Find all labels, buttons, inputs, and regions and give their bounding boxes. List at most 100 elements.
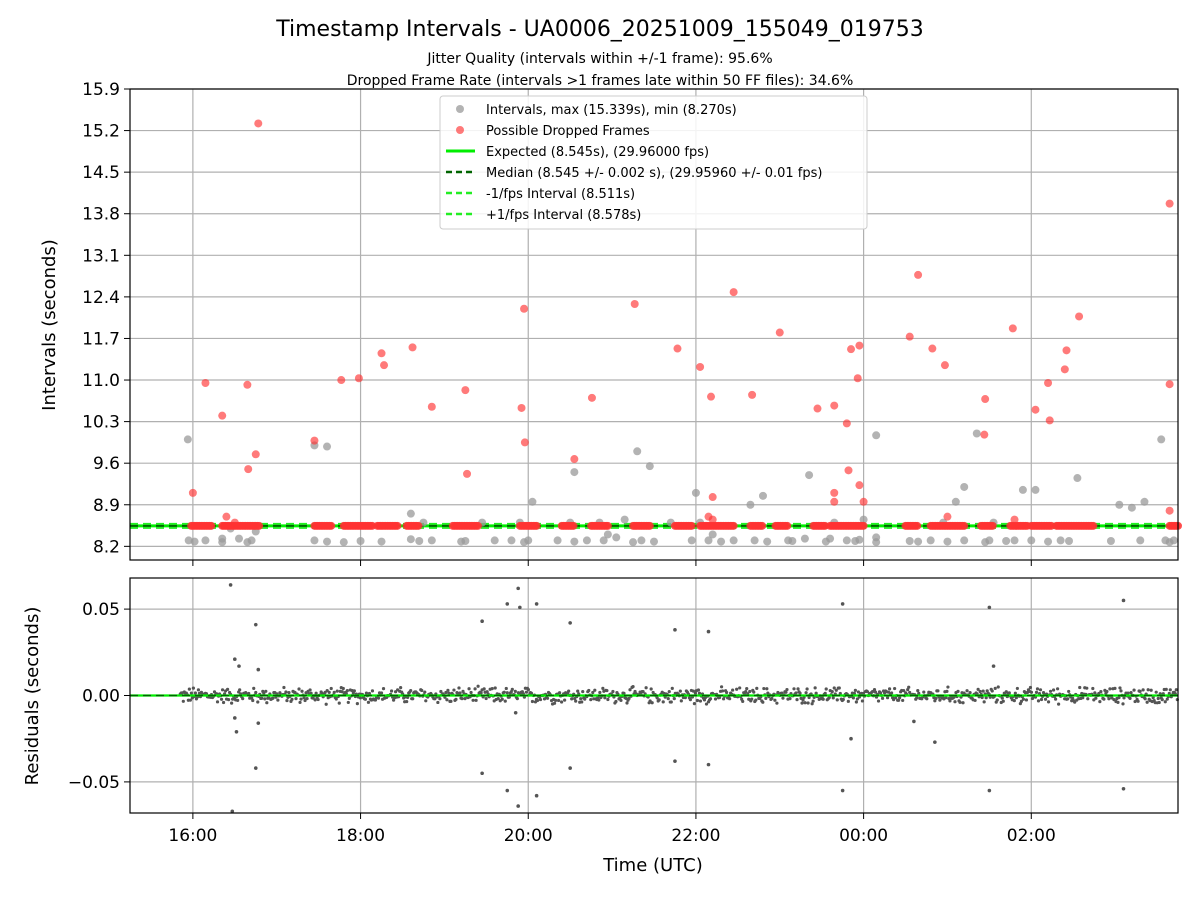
residual-point <box>332 690 336 694</box>
interval-point <box>570 537 579 546</box>
residual-outlier-point <box>256 667 261 672</box>
interval-point <box>1115 500 1124 509</box>
interval-point <box>620 515 629 524</box>
residual-point <box>327 690 331 694</box>
residual-point <box>181 699 185 703</box>
interval-point <box>528 497 537 506</box>
interval-point <box>201 536 210 545</box>
dropped-frame-point <box>708 493 717 502</box>
residual-point <box>961 701 965 705</box>
residual-point <box>260 696 264 700</box>
chart-title: Timestamp Intervals - UA0006_20251009_15… <box>275 17 924 42</box>
residual-point <box>1039 697 1044 702</box>
dropped-frame-point <box>928 344 937 353</box>
interval-point <box>1010 536 1019 545</box>
residual-point <box>597 698 601 702</box>
residual-point <box>784 690 788 694</box>
residual-point <box>1015 686 1019 691</box>
residual-point <box>907 685 911 689</box>
residual-point <box>755 686 759 690</box>
residual-point <box>657 698 661 702</box>
residual-outlier-point <box>253 766 258 770</box>
residual-point <box>886 690 891 694</box>
residual-point <box>832 686 836 690</box>
residual-point <box>717 695 722 700</box>
residual-point <box>529 691 534 695</box>
bottom-y-axis-label: Residuals (seconds) <box>22 607 43 786</box>
dropped-frame-point <box>255 521 264 530</box>
residual-point <box>721 697 726 701</box>
interval-point <box>763 537 772 546</box>
interval-point <box>1127 503 1136 512</box>
interval-point <box>826 534 835 543</box>
top-y-tick-label: 11.0 <box>82 371 120 391</box>
residual-point <box>439 689 443 694</box>
top-y-tick-label: 11.7 <box>82 329 120 349</box>
residual-point <box>1107 697 1111 701</box>
interval-point <box>415 536 424 545</box>
residual-point <box>411 697 415 701</box>
residual-point <box>1046 700 1051 704</box>
top-plot-frame <box>129 88 1179 561</box>
dropped-frame-point <box>1031 405 1040 414</box>
dropped-frame-point <box>830 488 839 497</box>
residual-point <box>981 689 985 693</box>
residual-point <box>835 698 839 702</box>
interval-point <box>1027 536 1036 545</box>
legend-label: Intervals, max (15.339s), min (8.270s) <box>486 103 737 118</box>
bottom-plot-frame <box>129 577 1179 814</box>
residual-point <box>460 697 464 701</box>
residual-point <box>1164 687 1168 691</box>
residual-point <box>1165 697 1169 701</box>
residual-point <box>628 688 632 692</box>
residual-point <box>802 695 806 700</box>
residual-point <box>898 696 902 700</box>
residual-point <box>669 700 673 704</box>
residual-point <box>366 700 371 704</box>
residual-point <box>1012 699 1016 703</box>
residual-point <box>553 698 558 702</box>
residual-point <box>358 696 362 700</box>
residual-point <box>750 697 754 701</box>
residual-point <box>458 691 462 695</box>
residual-point <box>611 689 615 694</box>
interval-point <box>717 537 726 546</box>
residual-point <box>1122 696 1126 700</box>
residual-point <box>452 688 456 692</box>
residual-point <box>1136 699 1140 703</box>
residual-point <box>560 700 564 704</box>
residual-point <box>557 691 562 695</box>
residual-point <box>902 689 906 693</box>
interval-point <box>603 530 612 539</box>
interval-point <box>951 497 960 506</box>
residual-point <box>570 697 574 701</box>
residual-point <box>1094 696 1098 700</box>
residual-point <box>1145 700 1149 704</box>
interval-point <box>985 536 994 545</box>
interval-point <box>855 535 864 544</box>
interval-point <box>323 442 332 451</box>
residual-point <box>444 690 448 695</box>
residual-point <box>764 696 768 700</box>
residual-point <box>1091 686 1095 691</box>
x-tick-label: 02:00 <box>1007 826 1056 846</box>
dropped-frame-point <box>570 455 579 464</box>
residual-point <box>1041 691 1046 695</box>
dropped-frame-point <box>630 300 639 309</box>
residual-point <box>524 690 528 694</box>
residual-point <box>670 686 674 690</box>
dropped-frame-point <box>201 379 210 388</box>
residual-point <box>576 689 580 693</box>
residual-point <box>1029 690 1034 694</box>
residual-point <box>691 689 696 693</box>
residual-point <box>1086 697 1090 701</box>
residual-outlier-point <box>568 766 572 770</box>
dropped-frame-point <box>327 521 336 530</box>
residual-outlier-point <box>518 605 522 610</box>
legend-label: Median (8.545 +/- 0.002 s), (29.95960 +/… <box>486 166 822 181</box>
residual-point <box>236 698 240 703</box>
residual-point <box>698 699 703 703</box>
residual-point <box>1149 688 1153 692</box>
dropped-frame-point <box>844 466 853 475</box>
residual-point <box>1146 688 1150 692</box>
